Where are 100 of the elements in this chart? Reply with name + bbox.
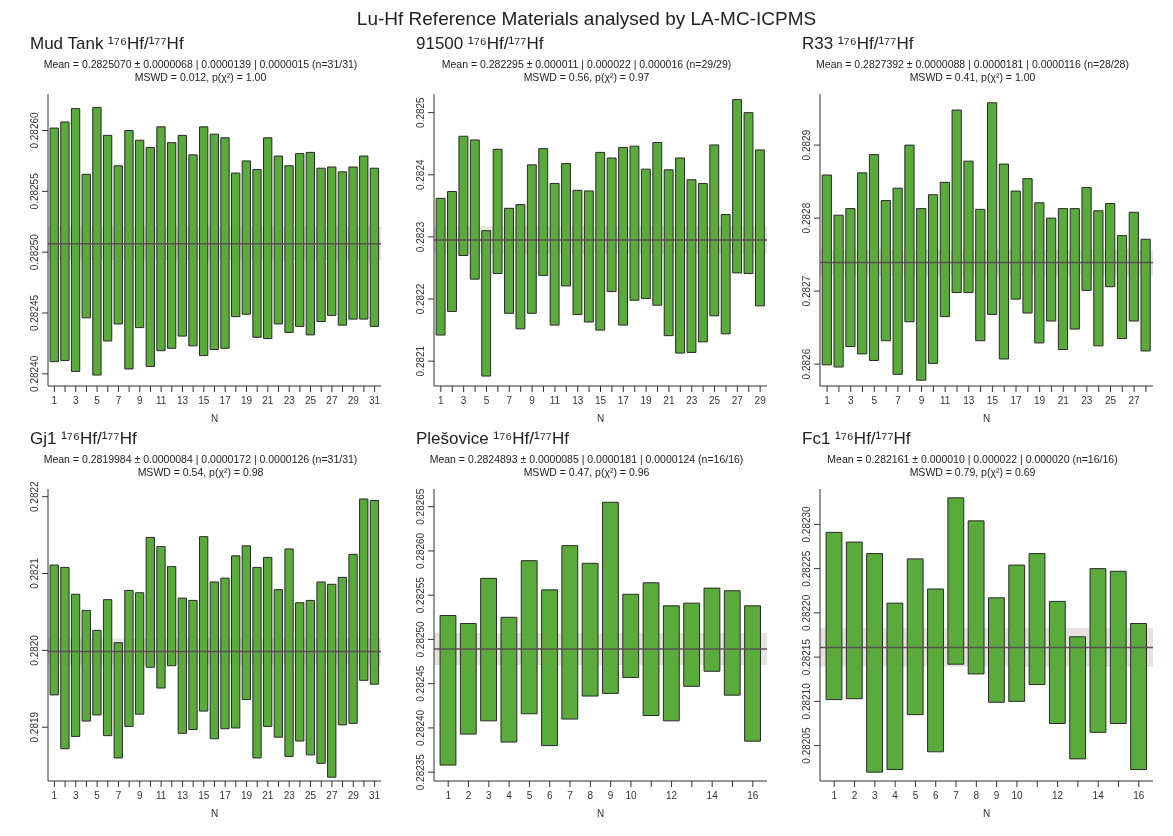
chart-title: R33 ¹⁷⁶Hf/¹⁷⁷Hf (801, 34, 915, 55)
x-tick-label: 12 (666, 790, 678, 801)
y-tick-label: 0.28240 (415, 709, 426, 746)
x-tick-label: 2 (851, 790, 858, 801)
y-tick-label: 0.28220 (801, 594, 812, 631)
y-tick-label: 0.2829 (801, 129, 812, 161)
x-tick-label: 1 (438, 395, 445, 406)
x-tick-label: 8 (973, 790, 980, 801)
bar (622, 593, 640, 678)
x-tick-label: 15 (594, 395, 607, 406)
x-tick-label: 1 (824, 395, 831, 406)
x-tick-label: 1 (445, 790, 452, 801)
text: MSWD = 0.47, p(χ²) = 0.96 (522, 466, 651, 479)
chart-title: 91500 ¹⁷⁶Hf/¹⁷⁷Hf (415, 34, 545, 55)
chart-title: Plešovice ¹⁷⁶Hf/¹⁷⁷Hf (415, 429, 570, 450)
text: MSWD = 0.56, p(χ²) = 0.97 (522, 71, 651, 84)
x-tick-label: 13 (572, 395, 584, 406)
x-axis-title: N (596, 808, 605, 819)
bar (459, 623, 477, 735)
y-tick-label: 0.28230 (801, 505, 812, 543)
x-tick-label: 8 (587, 790, 594, 801)
y-tick-label: 0.28235 (415, 753, 426, 791)
x-tick-label: 21 (262, 790, 274, 801)
bar (500, 616, 518, 743)
text: Mean = 0.2819984 ± 0.0000084 | 0.0000172 | 0.0000126 (n=31/31) (42, 453, 359, 466)
bar (866, 553, 884, 773)
bar (868, 154, 880, 361)
x-tick-label: 19 (240, 790, 253, 801)
x-tick-label: 9 (918, 395, 925, 406)
y-tick-label: 0.28225 (801, 550, 812, 587)
bar (927, 588, 944, 753)
x-tick-label: 5 (483, 395, 490, 406)
x-tick-label: 2 (465, 790, 472, 801)
x-tick-label: 31 (369, 395, 381, 406)
x-tick-label: 23 (283, 395, 296, 406)
bar (520, 560, 538, 715)
y-tick-label: 0.28215 (801, 638, 812, 676)
x-tick-label: 19 (640, 395, 653, 406)
y-tick-label: 0.2827 (801, 275, 812, 307)
text: Lu-Hf Reference Materials analysed by LA-MC-ICPMS (355, 8, 818, 31)
x-tick-label: 16 (1133, 790, 1145, 801)
bar (561, 545, 579, 720)
x-tick-label: 5 (912, 790, 919, 801)
x-tick-label: 27 (731, 395, 744, 406)
bar (642, 582, 660, 717)
chart-title: Gj1 ¹⁷⁶Hf/¹⁷⁷Hf (29, 429, 138, 450)
x-tick-label: 11 (155, 790, 167, 801)
bar (845, 541, 863, 700)
x-tick-label: 25 (305, 790, 317, 801)
x-tick-label: 23 (283, 790, 296, 801)
y-tick-label: 0.28205 (801, 727, 812, 764)
x-tick-label: 5 (871, 395, 878, 406)
bar (1057, 208, 1069, 350)
x-tick-label: 31 (369, 790, 381, 801)
x-tick-label: 19 (1034, 395, 1046, 406)
x-tick-label: 10 (1011, 790, 1023, 801)
x-tick-label: 10 (625, 790, 637, 801)
x-tick-label: 9 (137, 790, 144, 801)
x-tick-label: 16 (747, 790, 759, 801)
y-tick-label: 0.28210 (801, 682, 812, 720)
y-tick-label: 0.28260 (415, 532, 426, 570)
x-tick-label: 9 (529, 395, 536, 406)
x-tick-label: 11 (155, 395, 167, 406)
y-tick-label: 0.2822 (29, 480, 40, 512)
x-tick-label: 4 (892, 790, 899, 801)
bar (602, 501, 619, 694)
y-tick-label: 0.2823 (415, 221, 426, 253)
x-tick-label: 7 (506, 395, 513, 406)
x-tick-label: 14 (1092, 790, 1105, 801)
bar (886, 602, 904, 770)
y-tick-label: 0.28240 (29, 355, 40, 392)
y-tick-label: 0.2822 (415, 283, 426, 315)
x-tick-label: 5 (94, 790, 101, 801)
x-tick-label: 15 (986, 395, 999, 406)
bar (744, 605, 761, 742)
bar (480, 577, 498, 722)
text: MSWD = 0.41, p(χ²) = 1.00 (908, 71, 1037, 84)
x-tick-label: 3 (72, 395, 79, 406)
x-tick-label: 19 (240, 395, 253, 406)
bar (1109, 570, 1127, 724)
x-tick-label: 7 (895, 395, 902, 406)
x-tick-label: 1 (51, 790, 58, 801)
text: Mean = 0.282161 ± 0.000010 | 0.000022 | 0.000020 (n=16/16) (826, 453, 1119, 466)
x-tick-label: 25 (305, 395, 317, 406)
x-tick-label: 21 (663, 395, 675, 406)
text: Mean = 0.2824893 ± 0.0000085 | 0.0000181 | 0.0000124 (n=16/16) (428, 453, 745, 466)
bar (1089, 568, 1107, 733)
y-tick-label: 0.2821 (29, 557, 40, 589)
x-tick-label: 15 (198, 395, 210, 406)
x-tick-label: 23 (686, 395, 698, 406)
x-tick-label: 9 (993, 790, 1000, 801)
x-tick-label: 6 (932, 790, 939, 801)
bar (1008, 564, 1026, 702)
bar (541, 589, 558, 747)
x-tick-label: 12 (1052, 790, 1064, 801)
y-tick-label: 0.28245 (29, 294, 40, 332)
y-tick-label: 0.28255 (29, 172, 40, 210)
x-tick-label: 4 (506, 790, 513, 801)
x-tick-label: 7 (953, 790, 960, 801)
x-tick-label: 13 (176, 790, 189, 801)
